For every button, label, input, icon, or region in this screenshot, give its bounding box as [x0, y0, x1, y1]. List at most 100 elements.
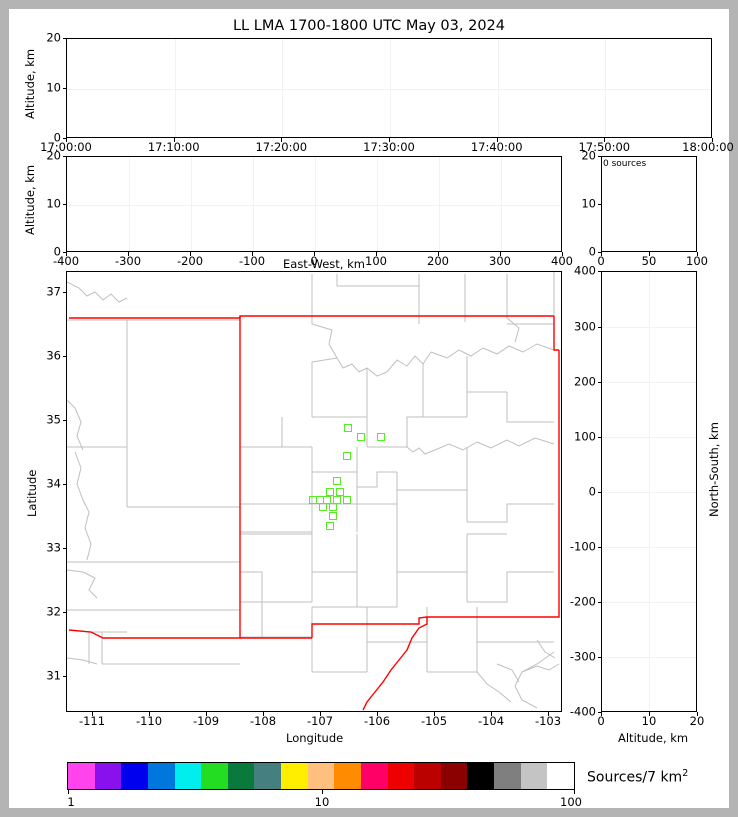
lma-source-marker [357, 433, 365, 441]
tick [62, 548, 66, 549]
lma-source-marker [344, 424, 352, 432]
tick [500, 252, 501, 256]
gridline [67, 205, 561, 206]
tick [92, 712, 93, 716]
ns-height-xlabel: Altitude, km [618, 731, 689, 745]
ytick-label: 36 [46, 348, 61, 363]
north-south-altitude-panel[interactable] [601, 271, 697, 712]
gridline [377, 157, 378, 251]
ytick-label: 10 [46, 196, 61, 211]
tick [62, 292, 66, 293]
lma-source-marker [326, 522, 334, 530]
tick [62, 420, 66, 421]
xtick-label: 0 [310, 254, 318, 268]
xtick-label: 300 [489, 254, 511, 268]
ytick-label: 0 [588, 244, 596, 259]
ytick-label: 34 [46, 476, 61, 491]
colorbar-segment-13 [414, 763, 441, 789]
lma-source-marker [343, 496, 351, 504]
colorbar-segment-10 [334, 763, 361, 789]
colorbar-segment-12 [387, 763, 415, 789]
ytick-label: 300 [574, 319, 596, 334]
xtick-label: -100 [238, 254, 266, 268]
xtick-label: -106 [363, 714, 391, 728]
lma-source-marker [329, 503, 337, 511]
tick [377, 712, 378, 716]
gridline [602, 382, 696, 383]
gridline [602, 327, 696, 328]
tick [320, 712, 321, 716]
time-height-panel[interactable] [66, 38, 712, 138]
ytick-label: 20 [46, 30, 61, 45]
colorbar-segment-8 [281, 763, 308, 789]
gridline [191, 157, 192, 251]
gridline [649, 272, 650, 711]
east-west-height-panel[interactable] [66, 156, 562, 252]
gridline [129, 157, 130, 251]
ytick-label: 400 [574, 263, 596, 278]
ytick-label: 37 [46, 284, 61, 299]
tick [597, 156, 601, 157]
xtick-label: 17:40:00 [470, 140, 523, 154]
colorbar-segment-16 [494, 763, 521, 789]
xtick-label: -400 [52, 254, 80, 268]
map-xlabel: Longitude [286, 731, 344, 745]
tick [62, 356, 66, 357]
colorbar-label: Sources/7 km2 [587, 768, 688, 786]
tick [597, 492, 601, 493]
gridline [501, 157, 502, 251]
tick [376, 252, 377, 256]
tick [496, 138, 498, 142]
tick [597, 602, 601, 603]
ytick-label: 0 [53, 244, 61, 259]
gridline [315, 157, 316, 251]
ytick-label: 10 [46, 80, 61, 95]
tick [597, 327, 601, 328]
tick [62, 252, 66, 253]
ytick-label: 31 [46, 668, 61, 683]
colorbar-tick-label: 10 [314, 795, 330, 809]
gridline [602, 547, 696, 548]
xtick-label: -107 [306, 714, 334, 728]
plan-view-map-panel[interactable] [66, 271, 562, 712]
ytick-label: -200 [569, 594, 596, 609]
xtick-label: 100 [365, 254, 387, 268]
ytick-label: 20 [581, 148, 596, 163]
gridline [602, 492, 696, 493]
lma-figure-canvas: LL LMA 1700-1800 UTC May 03, 2024 0 10 2… [9, 9, 734, 809]
colorbar-tick-label: 1 [67, 795, 75, 809]
xtick-label: 20 [689, 714, 705, 728]
xtick-label: -108 [249, 714, 277, 728]
gridline [602, 437, 696, 438]
tick [62, 612, 66, 613]
lma-source-marker [329, 512, 337, 520]
tick [597, 271, 601, 272]
tick [66, 252, 67, 256]
xtick-label: 17:00:00 [40, 140, 92, 154]
xtick-label: -103 [534, 714, 562, 728]
colorbar-segment-3 [147, 763, 175, 789]
gridline [282, 39, 284, 137]
tick [697, 712, 698, 716]
map-boundaries [67, 272, 560, 711]
xtick-label: 10 [641, 714, 657, 728]
colorbar-segment-5 [201, 763, 228, 789]
xtick-label: 17:50:00 [578, 140, 631, 154]
tick [149, 712, 150, 716]
altitude-histogram-panel[interactable] [601, 156, 697, 252]
ytick-label: -400 [569, 704, 596, 719]
lma-source-marker [326, 488, 334, 496]
gridline [253, 157, 254, 251]
ytick-label: 0 [53, 130, 61, 145]
lma-source-marker [333, 496, 341, 504]
page-title: LL LMA 1700-1800 UTC May 03, 2024 [232, 18, 506, 34]
colorbar-segment-2 [121, 763, 148, 789]
colorbar-segment-6 [227, 763, 255, 789]
tick [604, 138, 606, 142]
tick [206, 712, 207, 716]
gridline [174, 39, 176, 137]
sources-density-colorbar[interactable] [67, 762, 575, 790]
lma-source-marker [336, 488, 344, 496]
gridline [497, 39, 499, 137]
lma-source-marker [333, 477, 341, 485]
